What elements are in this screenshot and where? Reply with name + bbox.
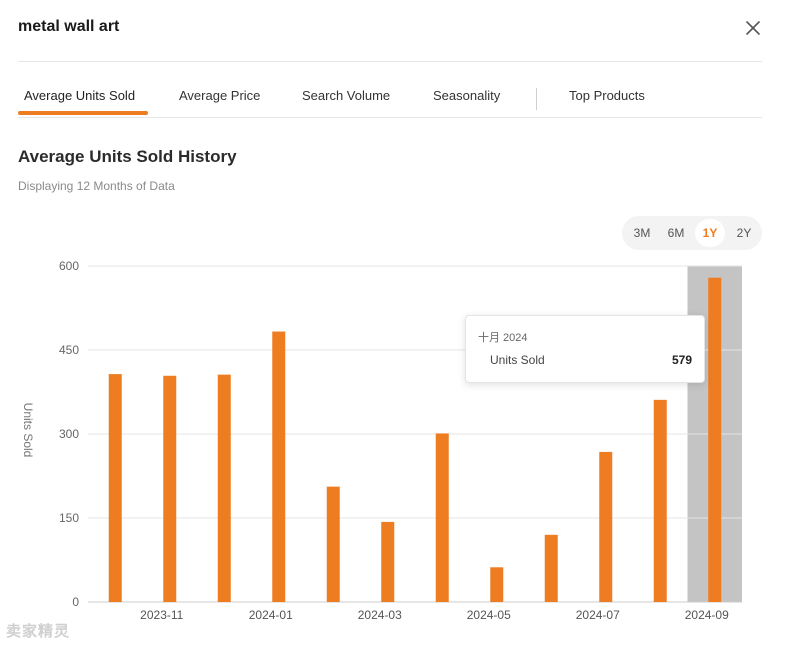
y-tick-label: 300 bbox=[59, 427, 79, 441]
range-3m-button[interactable]: 3M bbox=[633, 226, 651, 240]
tab-separator bbox=[536, 88, 537, 110]
range-2y-button[interactable]: 2Y bbox=[736, 226, 752, 240]
chart-subtitle: Displaying 12 Months of Data bbox=[18, 179, 175, 193]
tab-search-volume[interactable]: Search Volume bbox=[302, 88, 391, 103]
tab-average-units-sold[interactable]: Average Units Sold bbox=[24, 88, 136, 103]
y-tick-label: 150 bbox=[59, 511, 79, 525]
tooltip-date: 十月 2024 bbox=[478, 332, 528, 344]
tooltip-value: 579 bbox=[671, 353, 692, 367]
bar-2024-09 bbox=[708, 277, 722, 602]
range-6m-button[interactable]: 6M bbox=[667, 226, 685, 240]
bar-2023-10 bbox=[108, 374, 122, 602]
bar-2024-01 bbox=[272, 331, 286, 602]
bar-2023-11 bbox=[163, 375, 177, 602]
y-tick-label: 0 bbox=[72, 595, 79, 609]
bar-2024-04 bbox=[435, 433, 449, 602]
x-tick-label: 2024-05 bbox=[467, 608, 511, 622]
bar-2024-02 bbox=[326, 486, 340, 602]
range-1y-button[interactable]: 1Y bbox=[695, 219, 725, 247]
bar-2024-07 bbox=[599, 451, 613, 602]
x-tick-label: 2024-03 bbox=[358, 608, 402, 622]
range-selector: 3M 6M 1Y 2Y bbox=[622, 216, 762, 250]
panel-title: metal wall art bbox=[18, 18, 120, 35]
tab-average-price[interactable]: Average Price bbox=[179, 88, 261, 103]
x-tick-label: 2024-07 bbox=[576, 608, 620, 622]
header-divider bbox=[18, 61, 762, 62]
bar-2023-12 bbox=[217, 374, 231, 602]
active-tab-indicator bbox=[18, 111, 148, 115]
chart-title: Average Units Sold History bbox=[18, 147, 237, 166]
close-icon[interactable] bbox=[744, 19, 762, 37]
tab-seasonality[interactable]: Seasonality bbox=[433, 88, 501, 103]
x-tick-label: 2024-09 bbox=[685, 608, 729, 622]
y-tick-label: 450 bbox=[59, 343, 79, 357]
y-axis-label: Units Sold bbox=[21, 403, 35, 458]
bar-2024-05 bbox=[490, 567, 504, 602]
y-tick-label: 600 bbox=[59, 259, 79, 273]
bar-2024-06 bbox=[544, 534, 558, 602]
chart-tooltip: 十月 2024 Units Sold 579 bbox=[465, 315, 705, 383]
x-tick-label: 2024-01 bbox=[249, 608, 293, 622]
tooltip-label: Units Sold bbox=[490, 353, 545, 367]
x-tick-label: 2023-11 bbox=[140, 608, 183, 622]
watermark-logo: 卖家精灵 bbox=[6, 623, 71, 640]
bar-2024-03 bbox=[381, 521, 395, 602]
tab-bar: Average Units Sold Average Price Search … bbox=[18, 80, 762, 118]
bar-2024-08 bbox=[653, 399, 667, 602]
tab-top-products[interactable]: Top Products bbox=[569, 88, 645, 103]
